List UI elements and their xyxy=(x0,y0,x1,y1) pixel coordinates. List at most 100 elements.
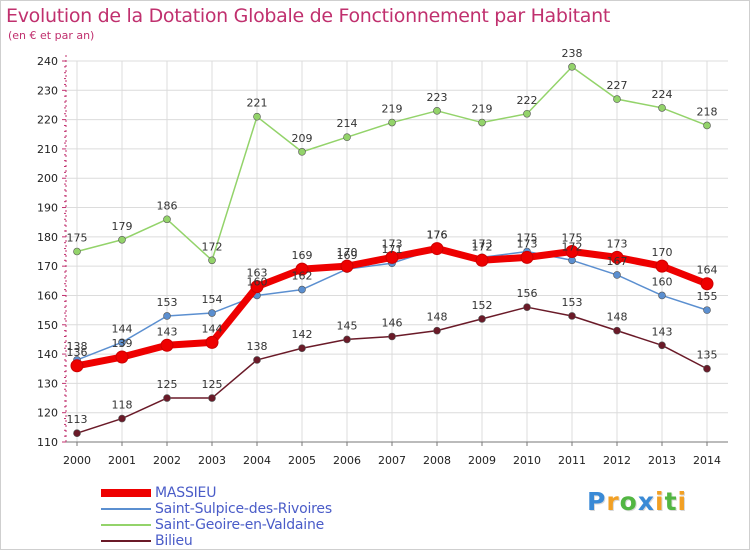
legend-label: Saint-Sulpice-des-Rivoires xyxy=(155,501,332,517)
data-point-bilieu xyxy=(433,326,441,335)
data-label-saint-geoire-en-valdaine: 214 xyxy=(337,117,358,130)
data-point-massieu xyxy=(160,338,174,352)
data-label-saint-sulpice-des-rivoires: 144 xyxy=(112,322,133,335)
data-label-saint-sulpice-des-rivoires: 176 xyxy=(427,229,448,242)
data-label-bilieu: 152 xyxy=(472,299,493,312)
data-label-saint-sulpice-des-rivoires: 169 xyxy=(337,249,358,262)
data-label-bilieu: 118 xyxy=(112,399,133,412)
data-label-saint-geoire-en-valdaine: 219 xyxy=(382,103,403,116)
x-tick-label: 2001 xyxy=(108,454,136,467)
data-point-massieu xyxy=(250,280,264,294)
data-label-saint-geoire-en-valdaine: 186 xyxy=(157,199,178,212)
data-point-massieu xyxy=(385,250,399,264)
data-label-bilieu: 125 xyxy=(202,378,223,391)
data-point-massieu xyxy=(700,277,714,291)
data-label-massieu: 136 xyxy=(67,346,88,359)
data-point-saint-geoire-en-valdaine xyxy=(163,215,171,224)
data-label-saint-geoire-en-valdaine: 223 xyxy=(427,91,448,104)
logo-letter: x xyxy=(637,487,655,516)
data-point-massieu xyxy=(205,335,219,349)
data-label-saint-geoire-en-valdaine: 179 xyxy=(112,220,133,233)
data-label-massieu: 169 xyxy=(292,249,313,262)
data-label-saint-geoire-en-valdaine: 221 xyxy=(247,97,268,110)
data-label-saint-sulpice-des-rivoires: 153 xyxy=(157,296,178,309)
data-label-saint-sulpice-des-rivoires: 171 xyxy=(382,243,403,256)
data-point-saint-geoire-en-valdaine xyxy=(73,247,81,256)
legend-label: Saint-Geoire-en-Valdaine xyxy=(155,517,325,533)
y-tick-label: 150 xyxy=(37,319,58,332)
y-tick-label: 210 xyxy=(37,143,58,156)
data-point-saint-sulpice-des-rivoires xyxy=(298,285,306,294)
data-label-saint-sulpice-des-rivoires: 162 xyxy=(292,270,313,283)
data-label-bilieu: 138 xyxy=(247,340,268,353)
data-label-saint-geoire-en-valdaine: 227 xyxy=(607,79,628,92)
x-tick-label: 2004 xyxy=(243,454,271,467)
data-label-saint-geoire-en-valdaine: 209 xyxy=(292,132,313,145)
data-label-saint-geoire-en-valdaine: 238 xyxy=(562,47,583,60)
data-label-saint-geoire-en-valdaine: 224 xyxy=(652,88,673,101)
data-point-saint-geoire-en-valdaine xyxy=(343,133,351,141)
data-label-saint-sulpice-des-rivoires: 154 xyxy=(202,293,223,306)
data-label-massieu: 172 xyxy=(472,240,493,253)
data-point-saint-geoire-en-valdaine xyxy=(388,118,396,127)
data-label-massieu: 175 xyxy=(562,232,583,245)
line-chart: 110 120 130 140 150 160 170 180 190 200 210 220 230 2… xyxy=(37,47,728,467)
data-point-massieu xyxy=(115,350,129,364)
data-point-saint-geoire-en-valdaine xyxy=(253,112,261,121)
data-label-saint-sulpice-des-rivoires: 172 xyxy=(562,240,583,253)
data-point-bilieu xyxy=(298,344,306,353)
data-label-saint-geoire-en-valdaine: 219 xyxy=(472,103,493,116)
data-point-bilieu xyxy=(73,429,81,438)
logo-letter: r xyxy=(606,487,620,516)
data-point-bilieu xyxy=(703,364,711,373)
x-tick-label: 2003 xyxy=(198,454,226,467)
data-point-saint-geoire-en-valdaine xyxy=(208,256,216,265)
legend-swatch xyxy=(101,489,151,497)
data-label-massieu: 170 xyxy=(652,246,673,259)
data-label-massieu: 170 xyxy=(337,246,358,259)
data-point-massieu xyxy=(340,259,354,273)
data-point-massieu xyxy=(610,250,624,264)
data-label-bilieu: 135 xyxy=(697,349,718,362)
x-tick-label: 2000 xyxy=(63,454,91,467)
data-label-saint-sulpice-des-rivoires: 175 xyxy=(517,232,538,245)
y-tick-label: 180 xyxy=(37,231,58,244)
legend-label: MASSIEU xyxy=(155,485,217,501)
logo-letter: i xyxy=(677,487,688,516)
data-point-bilieu xyxy=(568,312,576,320)
y-tick-label: 200 xyxy=(37,172,58,185)
data-label-bilieu: 146 xyxy=(382,316,403,329)
data-label-saint-sulpice-des-rivoires: 138 xyxy=(67,340,88,353)
y-tick-label: 110 xyxy=(37,436,58,449)
data-label-saint-geoire-en-valdaine: 175 xyxy=(67,232,88,245)
data-point-saint-geoire-en-valdaine xyxy=(478,118,486,127)
data-point-saint-geoire-en-valdaine xyxy=(433,107,441,115)
data-label-bilieu: 148 xyxy=(607,311,628,324)
data-point-saint-geoire-en-valdaine xyxy=(118,235,126,244)
x-tick-label: 2010 xyxy=(513,454,541,467)
data-point-saint-geoire-en-valdaine xyxy=(703,121,711,130)
data-point-bilieu xyxy=(118,414,126,423)
data-point-massieu xyxy=(295,262,309,276)
data-label-bilieu: 113 xyxy=(67,413,88,426)
y-tick-label: 140 xyxy=(37,348,58,361)
y-tick-label: 220 xyxy=(37,114,58,127)
y-tick-label: 160 xyxy=(37,289,58,302)
data-point-saint-sulpice-des-rivoires xyxy=(208,309,216,317)
data-point-massieu xyxy=(520,250,534,264)
data-point-saint-geoire-en-valdaine xyxy=(568,63,576,71)
proxiti-logo: Proxiti xyxy=(587,487,687,516)
data-label-massieu: 173 xyxy=(382,237,403,250)
data-label-massieu: 144 xyxy=(202,322,223,335)
data-point-saint-geoire-en-valdaine xyxy=(613,95,621,103)
data-point-massieu xyxy=(430,242,444,256)
data-point-saint-sulpice-des-rivoires xyxy=(118,338,126,347)
legend-swatch xyxy=(101,508,151,510)
data-label-massieu: 139 xyxy=(112,337,133,350)
data-point-bilieu xyxy=(658,341,666,350)
logo-letter: o xyxy=(619,487,638,516)
data-label-saint-geoire-en-valdaine: 218 xyxy=(697,105,718,118)
data-label-bilieu: 125 xyxy=(157,378,178,391)
data-label-bilieu: 143 xyxy=(652,325,673,338)
data-label-massieu: 173 xyxy=(517,237,538,250)
